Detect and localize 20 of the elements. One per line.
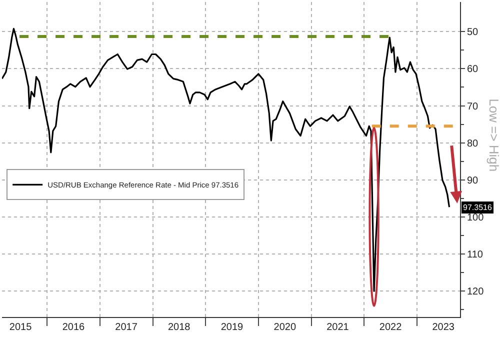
x-tick-label: 2019 xyxy=(220,322,244,333)
line-series xyxy=(2,28,450,292)
y-tick-label: 60 xyxy=(467,64,479,76)
x-tick-label: 2021 xyxy=(326,322,350,333)
y-tick-label: 70 xyxy=(467,101,479,112)
y-tick-label: 80 xyxy=(467,138,479,150)
y-axis-title: Low => High xyxy=(486,98,500,172)
x-tick-label: 2023 xyxy=(432,322,455,333)
x-tick-label: 2016 xyxy=(62,322,86,333)
y-tick-label: 120 xyxy=(467,286,484,298)
x-tick-label: 2018 xyxy=(168,322,191,333)
annotation: 97.3516 xyxy=(463,203,492,212)
y-tick-label: 50 xyxy=(467,27,479,38)
x-tick-label: 2022 xyxy=(379,322,402,333)
x-tick-label: 2020 xyxy=(274,322,296,333)
x-tick-label: 2015 xyxy=(9,322,32,333)
y-tick-label: 90 xyxy=(467,175,479,186)
y-tick-label: 110 xyxy=(467,250,484,260)
y-tick-label: 100 xyxy=(467,212,484,224)
x-tick-label: 2017 xyxy=(115,322,138,333)
